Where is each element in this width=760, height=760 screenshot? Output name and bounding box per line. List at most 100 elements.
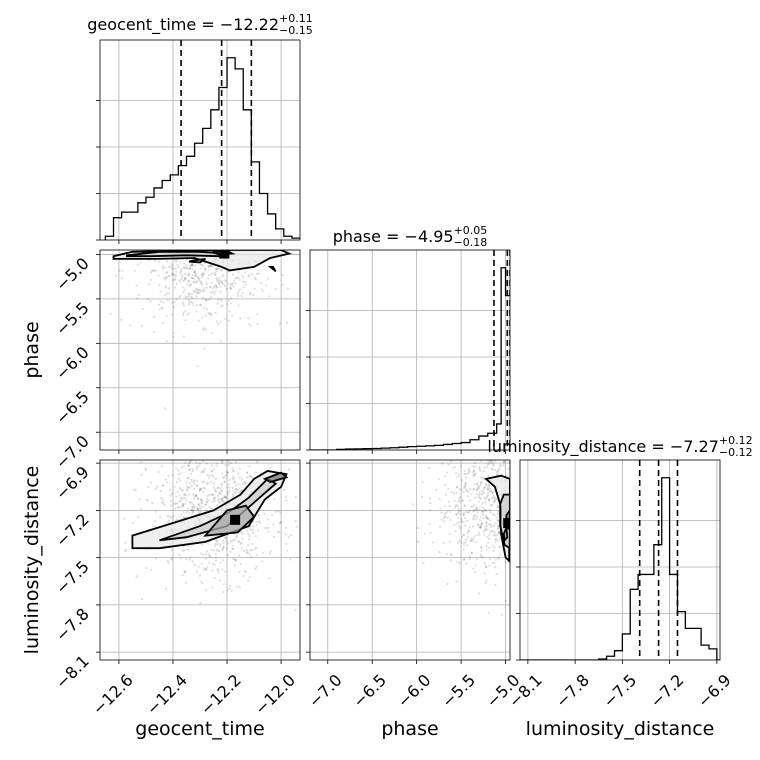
- sample-point: [462, 512, 465, 515]
- sample-point: [214, 273, 217, 276]
- sample-point: [278, 322, 282, 325]
- sample-point: [201, 491, 205, 494]
- sample-point: [174, 275, 177, 278]
- sample-point: [255, 523, 258, 526]
- sample-point: [225, 496, 228, 499]
- sample-point: [468, 526, 471, 529]
- sample-point: [477, 523, 480, 526]
- sample-point: [201, 276, 204, 279]
- sample-point: [233, 477, 236, 480]
- sample-point: [484, 482, 487, 486]
- sample-point: [193, 497, 196, 500]
- sample-point: [227, 463, 230, 466]
- sample-point: [462, 533, 465, 536]
- sample-point: [214, 556, 217, 559]
- sample-point: [216, 568, 219, 571]
- sample-point: [194, 494, 197, 497]
- sample-point: [242, 286, 245, 289]
- sample-point: [455, 472, 458, 475]
- sample-point: [214, 477, 217, 480]
- sample-point: [475, 488, 478, 491]
- sample-point: [494, 558, 497, 561]
- sample-point: [181, 273, 184, 276]
- sample-point: [222, 476, 225, 479]
- sample-point: [245, 482, 248, 485]
- sample-point: [155, 557, 158, 560]
- sample-point: [223, 500, 226, 503]
- sample-point: [202, 460, 205, 463]
- sample-point: [176, 490, 179, 493]
- sample-point: [272, 523, 275, 526]
- sample-point: [191, 506, 194, 509]
- sample-point: [164, 285, 167, 288]
- sample-point: [497, 556, 500, 559]
- sample-point: [467, 490, 470, 493]
- sample-point: [197, 275, 200, 278]
- sample-point: [488, 499, 491, 502]
- sample-point: [249, 475, 252, 478]
- sample-point: [286, 287, 289, 290]
- sample-point: [204, 589, 207, 592]
- sample-point: [227, 299, 230, 302]
- sample-point: [475, 515, 479, 518]
- sample-point: [473, 469, 476, 472]
- sample-point: [212, 496, 215, 499]
- sample-point: [186, 489, 189, 492]
- sample-point: [198, 288, 201, 291]
- sample-point: [458, 539, 461, 542]
- sample-point: [200, 263, 204, 266]
- sample-point: [250, 556, 253, 559]
- sample-point: [200, 510, 203, 513]
- sample-point: [182, 291, 185, 294]
- sample-point: [463, 558, 466, 561]
- sample-point: [240, 541, 243, 544]
- sample-point: [455, 513, 458, 516]
- sample-point: [198, 505, 201, 508]
- sample-point: [193, 281, 196, 284]
- sample-point: [129, 324, 132, 327]
- sample-point: [244, 283, 247, 286]
- sample-point: [212, 493, 215, 497]
- sample-point: [166, 514, 169, 518]
- sample-point: [187, 312, 190, 315]
- sample-point: [206, 299, 209, 302]
- sample-point: [491, 544, 494, 547]
- sample-point: [481, 514, 485, 517]
- sample-point: [190, 512, 194, 515]
- sample-point: [256, 322, 259, 326]
- sample-point: [232, 470, 235, 473]
- sample-point: [147, 486, 150, 489]
- sample-point: [491, 467, 494, 470]
- sample-point: [256, 529, 260, 532]
- sample-point: [231, 314, 234, 317]
- sample-point: [457, 510, 460, 513]
- sample-point: [497, 510, 500, 513]
- sample-point: [458, 561, 462, 565]
- sample-point: [211, 473, 214, 476]
- sample-point: [472, 469, 475, 472]
- sample-point: [218, 549, 221, 553]
- sample-point: [458, 497, 461, 500]
- sample-point: [476, 511, 479, 514]
- sample-point: [195, 479, 199, 482]
- sample-point: [225, 470, 228, 474]
- sample-point: [487, 484, 491, 487]
- sample-point: [486, 516, 489, 520]
- sample-point: [172, 331, 175, 334]
- sample-point: [173, 273, 176, 276]
- y-tick-label: −7.2: [52, 510, 93, 551]
- sample-point: [187, 298, 191, 302]
- sample-point: [268, 577, 271, 580]
- sample-point: [245, 476, 248, 479]
- sample-point: [189, 284, 192, 287]
- sample-point: [467, 511, 470, 514]
- sample-point: [495, 506, 499, 509]
- sample-point: [240, 547, 243, 550]
- sample-point: [169, 488, 172, 491]
- sample-point: [482, 530, 486, 533]
- sample-point: [164, 293, 167, 296]
- sample-point: [266, 277, 269, 280]
- sample-point: [251, 531, 254, 535]
- sample-point: [186, 485, 189, 488]
- sample-point: [170, 516, 173, 520]
